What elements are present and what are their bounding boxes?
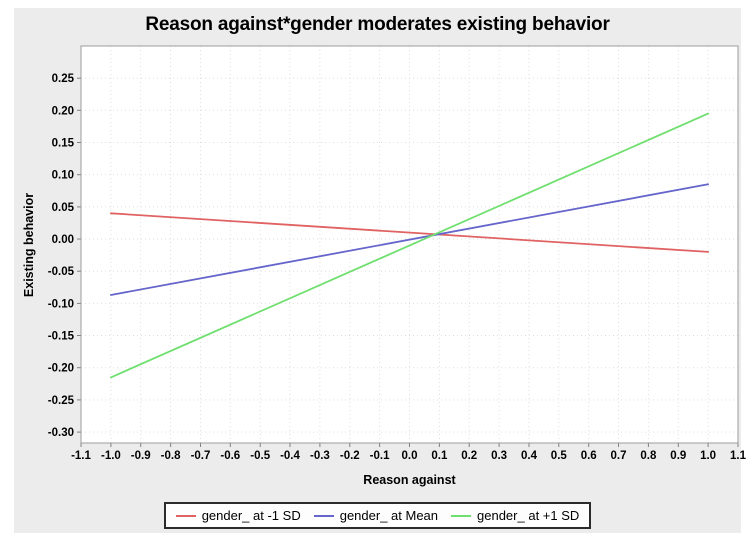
y-tick-label: -0.25 bbox=[48, 395, 75, 407]
x-tick-label: -1.1 bbox=[71, 450, 91, 462]
series-line bbox=[110, 183, 709, 296]
y-axis-label: Existing behavior bbox=[22, 192, 36, 298]
x-tick-label: -0.8 bbox=[161, 450, 181, 462]
x-tick-label: -0.4 bbox=[280, 450, 300, 462]
chart-title: Reason against*gender moderates existing… bbox=[145, 14, 610, 35]
x-tick-label: 1.1 bbox=[730, 450, 747, 462]
legend: gender_ at -1 SD gender_ at Mean gender_… bbox=[14, 502, 741, 529]
x-tick-label: -0.9 bbox=[131, 450, 151, 462]
legend-label: gender_ at -1 SD bbox=[201, 508, 301, 523]
x-tick-label: -0.3 bbox=[310, 450, 330, 462]
plot-border bbox=[80, 45, 739, 444]
legend-label: gender_ at Mean bbox=[339, 508, 439, 523]
x-tick-label: -0.2 bbox=[340, 450, 360, 462]
x-tick-label: 1.0 bbox=[700, 450, 716, 462]
x-tick-label: 0.0 bbox=[402, 450, 418, 462]
legend-swatch-line-red bbox=[175, 514, 196, 517]
series-line bbox=[110, 112, 709, 379]
y-tick-label: 0.20 bbox=[52, 105, 74, 117]
x-tick-label: 0.5 bbox=[551, 450, 568, 462]
y-tick-label: 0.25 bbox=[52, 73, 75, 85]
x-tick-label: -0.7 bbox=[191, 450, 211, 462]
y-tick-label: 0.15 bbox=[52, 138, 75, 150]
x-tick-label: 0.3 bbox=[491, 450, 507, 462]
x-tick-label: -1.0 bbox=[101, 450, 121, 462]
x-tick-label: -0.6 bbox=[220, 450, 240, 462]
x-tick-label: -0.1 bbox=[370, 450, 390, 462]
x-tick-label: 0.2 bbox=[461, 450, 477, 462]
chart-plot-area: -1.1 -1.0 -0.9 -0.8 -0.7 -0.6 -0.5 -0.4 -0.3 -0.2… bbox=[48, 45, 747, 462]
y-tick-label: 0.05 bbox=[52, 202, 75, 214]
x-tick-label: 0.1 bbox=[431, 450, 448, 462]
x-tick-label: -0.5 bbox=[250, 450, 270, 462]
x-tick-label: 0.6 bbox=[581, 450, 597, 462]
y-tick-label: -0.10 bbox=[48, 298, 74, 310]
x-tick-label: 0.7 bbox=[611, 450, 627, 462]
legend-swatch-line-green bbox=[451, 514, 472, 517]
x-axis-label: Reason against bbox=[363, 473, 456, 487]
series-line bbox=[110, 212, 709, 253]
y-tick-label: -0.30 bbox=[48, 427, 74, 439]
legend-swatch-line-blue bbox=[313, 514, 334, 517]
y-tick-label: 0.00 bbox=[52, 234, 74, 246]
legend-box: gender_ at -1 SD gender_ at Mean gender_… bbox=[163, 502, 592, 529]
legend-item: gender_ at +1 SD bbox=[451, 508, 579, 523]
plot-background bbox=[81, 46, 738, 443]
x-tick-label: 0.4 bbox=[521, 450, 538, 462]
y-tick-label: -0.05 bbox=[48, 266, 75, 278]
legend-label: gender_ at +1 SD bbox=[477, 508, 580, 523]
y-tick-label: 0.10 bbox=[52, 170, 74, 182]
legend-item: gender_ at Mean bbox=[313, 508, 439, 523]
x-tick-label: 0.8 bbox=[640, 450, 657, 462]
y-tick-label: -0.20 bbox=[48, 363, 74, 375]
x-tick-label: 0.9 bbox=[670, 450, 686, 462]
y-tick-label: -0.15 bbox=[48, 331, 75, 343]
chart-panel: -1.1 -1.0 -0.9 -0.8 -0.7 -0.6 -0.5 -0.4 -0.3 -0.2… bbox=[14, 8, 747, 533]
legend-item: gender_ at -1 SD bbox=[175, 508, 301, 523]
